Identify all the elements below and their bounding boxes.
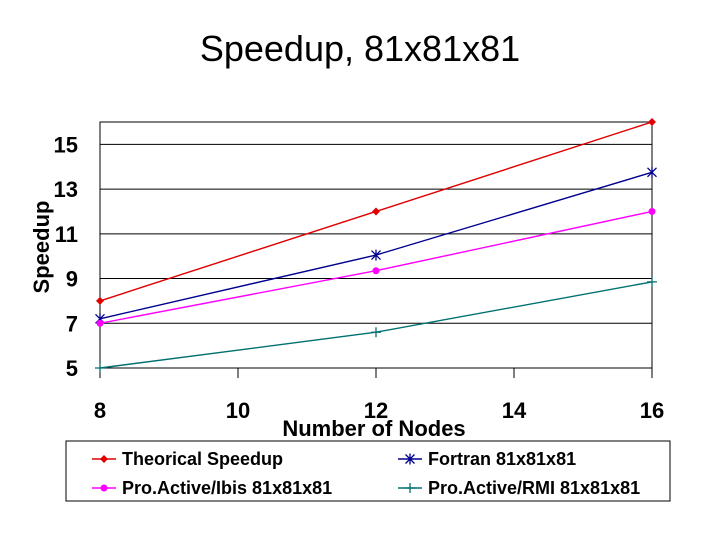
y-tick-label: 13 bbox=[54, 177, 78, 202]
x-tick-label: 16 bbox=[640, 398, 664, 423]
diamond-marker bbox=[372, 207, 380, 216]
legend-label: Theorical Speedup bbox=[122, 449, 283, 469]
legend bbox=[65, 440, 671, 502]
y-tick-label: 15 bbox=[54, 132, 78, 157]
x-tick-label: 8 bbox=[94, 398, 106, 423]
series-lines bbox=[95, 118, 657, 373]
star-marker bbox=[647, 166, 657, 178]
plus-marker bbox=[405, 483, 415, 493]
plus-marker bbox=[647, 276, 657, 287]
y-tick-label: 11 bbox=[55, 222, 78, 247]
x-axis-title: Number of Nodes bbox=[282, 416, 465, 441]
x-tick-label: 10 bbox=[226, 398, 250, 423]
circle-marker bbox=[648, 207, 656, 215]
legend-label: Pro.Active/Ibis 81x81x81 bbox=[122, 478, 332, 498]
legend-label: Pro.Active/RMI 81x81x81 bbox=[428, 478, 640, 498]
legend-entries: Theorical Speedup Pro.Active/Ibis 81x81x8… bbox=[92, 449, 640, 498]
circle-marker bbox=[100, 484, 108, 492]
diamond-marker bbox=[100, 455, 108, 463]
circle-marker bbox=[372, 267, 380, 275]
y-axis-title: Speedup bbox=[29, 201, 54, 294]
x-tick-label: 12 bbox=[364, 398, 388, 423]
diamond-marker bbox=[648, 118, 656, 126]
x-axis: 8 10 12 14 16 bbox=[94, 368, 664, 423]
series-line bbox=[99, 281, 653, 369]
plus-marker bbox=[371, 327, 381, 338]
star-marker bbox=[405, 453, 415, 465]
legend-label: Fortran 81x81x81 bbox=[428, 449, 576, 469]
chart-title: Speedup, 81x81x81 bbox=[199, 28, 521, 69]
y-axis: 5 7 9 11 13 15 bbox=[54, 132, 78, 381]
diamond-marker bbox=[96, 296, 104, 305]
plus-marker bbox=[95, 363, 105, 373]
y-tick-label: 5 bbox=[66, 356, 78, 381]
y-tick-label: 9 bbox=[66, 267, 78, 292]
y-tick-label: 7 bbox=[66, 311, 78, 336]
star-marker bbox=[371, 249, 381, 261]
x-tick-label: 14 bbox=[502, 398, 527, 423]
circle-marker bbox=[96, 319, 104, 327]
